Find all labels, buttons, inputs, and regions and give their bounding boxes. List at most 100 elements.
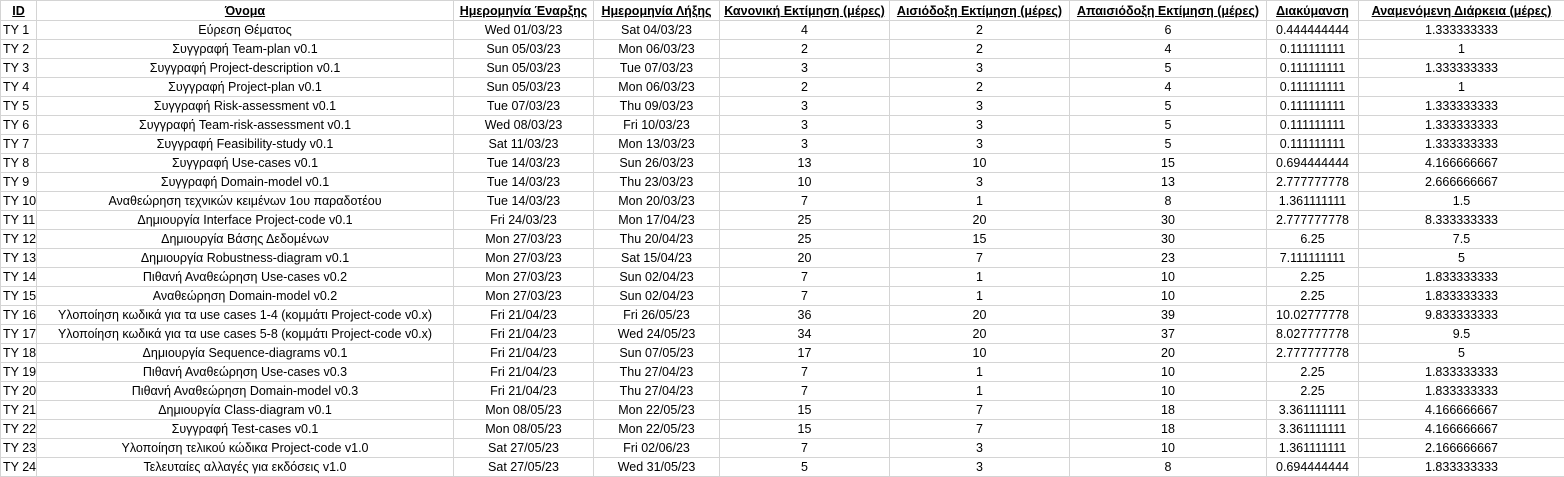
cell-start-date[interactable]: Sat 11/03/23 <box>454 135 594 154</box>
cell-name[interactable]: Πιθανή Αναθεώρηση Domain-model v0.3 <box>37 382 454 401</box>
cell-variance[interactable]: 1.361111111 <box>1267 439 1359 458</box>
cell-start-date[interactable]: Wed 08/03/23 <box>454 116 594 135</box>
cell-expected-duration[interactable]: 1.333333333 <box>1359 135 1564 154</box>
cell-expected-duration[interactable]: 5 <box>1359 344 1564 363</box>
cell-end-date[interactable]: Thu 27/04/23 <box>594 382 720 401</box>
cell-variance[interactable]: 0.694444444 <box>1267 458 1359 477</box>
cell-pessimistic-estimate[interactable]: 13 <box>1070 173 1267 192</box>
cell-expected-duration[interactable]: 4.166666667 <box>1359 401 1564 420</box>
cell-normal-estimate[interactable]: 4 <box>720 21 890 40</box>
cell-start-date[interactable]: Mon 27/03/23 <box>454 230 594 249</box>
cell-normal-estimate[interactable]: 2 <box>720 78 890 97</box>
cell-id[interactable]: TY 8 <box>1 154 37 173</box>
cell-variance[interactable]: 10.02777778 <box>1267 306 1359 325</box>
cell-name[interactable]: Δημιουργία Sequence-diagrams v0.1 <box>37 344 454 363</box>
cell-variance[interactable]: 8.027777778 <box>1267 325 1359 344</box>
cell-variance[interactable]: 0.444444444 <box>1267 21 1359 40</box>
cell-id[interactable]: TY 3 <box>1 59 37 78</box>
cell-normal-estimate[interactable]: 3 <box>720 59 890 78</box>
cell-start-date[interactable]: Fri 24/03/23 <box>454 211 594 230</box>
cell-expected-duration[interactable]: 1.333333333 <box>1359 97 1564 116</box>
cell-id[interactable]: TY 7 <box>1 135 37 154</box>
cell-start-date[interactable]: Tue 14/03/23 <box>454 192 594 211</box>
cell-optimistic-estimate[interactable]: 1 <box>890 268 1070 287</box>
cell-pessimistic-estimate[interactable]: 30 <box>1070 230 1267 249</box>
cell-expected-duration[interactable]: 4.166666667 <box>1359 420 1564 439</box>
cell-optimistic-estimate[interactable]: 10 <box>890 154 1070 173</box>
cell-end-date[interactable]: Sat 15/04/23 <box>594 249 720 268</box>
cell-normal-estimate[interactable]: 13 <box>720 154 890 173</box>
cell-start-date[interactable]: Fri 21/04/23 <box>454 325 594 344</box>
cell-name[interactable]: Τελευταίες αλλαγές για εκδόσεις v1.0 <box>37 458 454 477</box>
cell-end-date[interactable]: Wed 31/05/23 <box>594 458 720 477</box>
cell-id[interactable]: TY 10 <box>1 192 37 211</box>
cell-end-date[interactable]: Thu 20/04/23 <box>594 230 720 249</box>
cell-pessimistic-estimate[interactable]: 8 <box>1070 458 1267 477</box>
cell-pessimistic-estimate[interactable]: 5 <box>1070 116 1267 135</box>
cell-name[interactable]: Συγγραφή Project-description v0.1 <box>37 59 454 78</box>
cell-start-date[interactable]: Mon 08/05/23 <box>454 401 594 420</box>
cell-name[interactable]: Συγγραφή Use-cases v0.1 <box>37 154 454 173</box>
cell-end-date[interactable]: Sun 07/05/23 <box>594 344 720 363</box>
cell-variance[interactable]: 0.111111111 <box>1267 97 1359 116</box>
cell-expected-duration[interactable]: 1 <box>1359 40 1564 59</box>
header-end-date[interactable]: Ημερομηνία Λήξης <box>594 1 720 21</box>
cell-optimistic-estimate[interactable]: 2 <box>890 21 1070 40</box>
header-id[interactable]: ID <box>1 1 37 21</box>
cell-expected-duration[interactable]: 8.333333333 <box>1359 211 1564 230</box>
cell-start-date[interactable]: Sun 05/03/23 <box>454 59 594 78</box>
cell-end-date[interactable]: Fri 10/03/23 <box>594 116 720 135</box>
cell-pessimistic-estimate[interactable]: 30 <box>1070 211 1267 230</box>
cell-name[interactable]: Πιθανή Αναθεώρηση Use-cases v0.2 <box>37 268 454 287</box>
cell-optimistic-estimate[interactable]: 3 <box>890 97 1070 116</box>
cell-pessimistic-estimate[interactable]: 10 <box>1070 382 1267 401</box>
cell-optimistic-estimate[interactable]: 7 <box>890 401 1070 420</box>
cell-id[interactable]: TY 22 <box>1 420 37 439</box>
cell-id[interactable]: TY 16 <box>1 306 37 325</box>
cell-normal-estimate[interactable]: 15 <box>720 420 890 439</box>
cell-variance[interactable]: 0.111111111 <box>1267 78 1359 97</box>
cell-name[interactable]: Συγγραφή Team-risk-assessment v0.1 <box>37 116 454 135</box>
cell-variance[interactable]: 2.777777778 <box>1267 173 1359 192</box>
cell-expected-duration[interactable]: 7.5 <box>1359 230 1564 249</box>
cell-start-date[interactable]: Tue 14/03/23 <box>454 173 594 192</box>
header-normal-estimate[interactable]: Κανονική Εκτίμηση (μέρες) <box>720 1 890 21</box>
cell-name[interactable]: Εύρεση Θέματος <box>37 21 454 40</box>
cell-start-date[interactable]: Mon 27/03/23 <box>454 287 594 306</box>
cell-normal-estimate[interactable]: 7 <box>720 268 890 287</box>
cell-variance[interactable]: 2.25 <box>1267 287 1359 306</box>
cell-start-date[interactable]: Fri 21/04/23 <box>454 363 594 382</box>
cell-pessimistic-estimate[interactable]: 39 <box>1070 306 1267 325</box>
cell-id[interactable]: TY 24 <box>1 458 37 477</box>
cell-normal-estimate[interactable]: 36 <box>720 306 890 325</box>
cell-variance[interactable]: 2.25 <box>1267 363 1359 382</box>
cell-optimistic-estimate[interactable]: 3 <box>890 59 1070 78</box>
cell-expected-duration[interactable]: 1.5 <box>1359 192 1564 211</box>
cell-pessimistic-estimate[interactable]: 10 <box>1070 268 1267 287</box>
cell-end-date[interactable]: Sun 26/03/23 <box>594 154 720 173</box>
cell-expected-duration[interactable]: 1.833333333 <box>1359 363 1564 382</box>
cell-start-date[interactable]: Mon 27/03/23 <box>454 268 594 287</box>
cell-expected-duration[interactable]: 5 <box>1359 249 1564 268</box>
cell-end-date[interactable]: Mon 13/03/23 <box>594 135 720 154</box>
cell-name[interactable]: Αναθεώρηση τεχνικών κειμένων 1ου παραδοτ… <box>37 192 454 211</box>
header-name[interactable]: Όνομα <box>37 1 454 21</box>
cell-normal-estimate[interactable]: 7 <box>720 382 890 401</box>
cell-variance[interactable]: 0.111111111 <box>1267 59 1359 78</box>
cell-optimistic-estimate[interactable]: 2 <box>890 40 1070 59</box>
cell-optimistic-estimate[interactable]: 15 <box>890 230 1070 249</box>
cell-id[interactable]: TY 13 <box>1 249 37 268</box>
cell-optimistic-estimate[interactable]: 1 <box>890 363 1070 382</box>
cell-end-date[interactable]: Mon 06/03/23 <box>594 78 720 97</box>
cell-start-date[interactable]: Tue 14/03/23 <box>454 154 594 173</box>
cell-start-date[interactable]: Fri 21/04/23 <box>454 344 594 363</box>
cell-end-date[interactable]: Thu 23/03/23 <box>594 173 720 192</box>
cell-pessimistic-estimate[interactable]: 18 <box>1070 401 1267 420</box>
cell-normal-estimate[interactable]: 2 <box>720 40 890 59</box>
cell-end-date[interactable]: Wed 24/05/23 <box>594 325 720 344</box>
cell-pessimistic-estimate[interactable]: 8 <box>1070 192 1267 211</box>
cell-name[interactable]: Αναθεώρηση Domain-model v0.2 <box>37 287 454 306</box>
cell-pessimistic-estimate[interactable]: 18 <box>1070 420 1267 439</box>
cell-end-date[interactable]: Thu 27/04/23 <box>594 363 720 382</box>
cell-end-date[interactable]: Sun 02/04/23 <box>594 287 720 306</box>
